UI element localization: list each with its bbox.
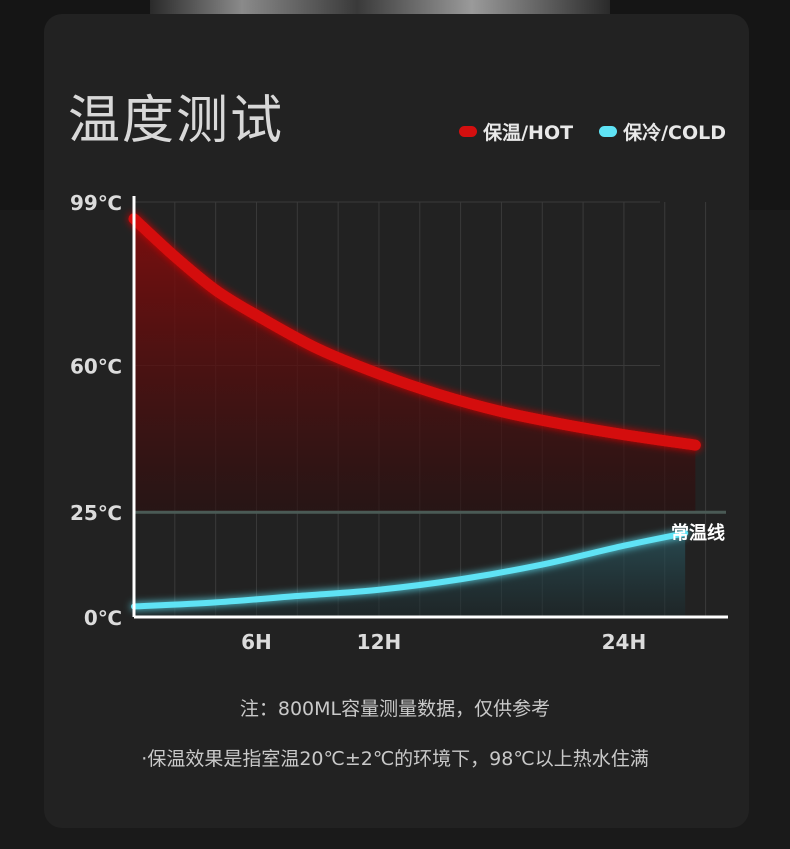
note-capacity: 注：800ML容量测量数据，仅供参考	[239, 698, 551, 720]
legend: 保温/HOT 保冷/COLD	[459, 118, 726, 145]
hot-area	[134, 218, 696, 513]
legend-item-cold: 保冷/COLD	[599, 118, 726, 145]
product-photo-edge	[150, 0, 610, 16]
legend-swatch-cold	[599, 126, 618, 137]
tick-labels: 常温线 0℃ 25℃ 60℃ 99℃ 6H 12H 24H	[70, 191, 725, 654]
page-title: 温度测试	[68, 91, 285, 151]
legend-swatch-hot	[459, 126, 478, 137]
legend-label-hot: 保温/HOT	[483, 122, 574, 144]
reference-line-label: 常温线	[671, 522, 725, 544]
series-lines	[128, 213, 701, 610]
x-tick-label: 12H	[357, 630, 402, 654]
legend-label-cold: 保冷/COLD	[623, 122, 726, 144]
x-tick-label: 6H	[241, 630, 272, 654]
cold-area	[134, 533, 686, 617]
x-tick-label: 24H	[602, 630, 647, 654]
y-tick-label: 0℃	[84, 606, 122, 630]
y-tick-label: 60℃	[70, 354, 122, 378]
y-tick-label: 25℃	[70, 501, 122, 525]
series-areas	[134, 218, 696, 617]
cold-series-line	[131, 530, 689, 610]
y-tick-label: 99℃	[70, 191, 122, 215]
note-conditions: ·保温效果是指室温20℃±2℃的环境下，98℃以上热水住满	[141, 748, 649, 770]
legend-item-hot: 保温/HOT	[459, 118, 573, 145]
axes	[132, 196, 728, 619]
hot-series-line	[128, 213, 701, 451]
